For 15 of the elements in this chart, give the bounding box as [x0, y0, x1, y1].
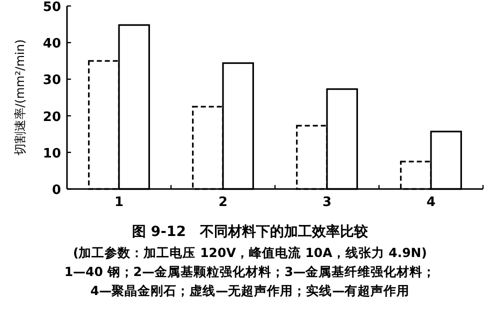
- x-tick-label: 3: [322, 195, 332, 210]
- x-tick-label: 2: [218, 195, 228, 210]
- x-tick-label: 4: [426, 195, 436, 210]
- text: 4—聚晶金刚石；虚线—无超声作用；实线—有超声作用: [90, 283, 410, 298]
- x-tick-label: 1: [114, 195, 124, 210]
- y-tick-label: 40: [42, 36, 61, 52]
- text: (加工参数：加工电压 120V，峰值电流 10A，线张力 4.9N): [73, 245, 427, 260]
- text: 图 9-12 不同材料下的加工效率比较: [132, 223, 369, 240]
- y-tick-label: 30: [42, 73, 61, 88]
- y-tick-label: 20: [42, 110, 61, 125]
- text: 1—40 钢；2—金属基颗粒强化材料；3—金属基纤维强化材料；: [64, 264, 436, 279]
- y-axis-title: 切割速率/(mm²/min): [13, 39, 27, 156]
- y-tick-label: 10: [42, 146, 61, 162]
- y-tick-label: 50: [42, 0, 61, 15]
- y-tick-label: 0: [52, 183, 61, 198]
